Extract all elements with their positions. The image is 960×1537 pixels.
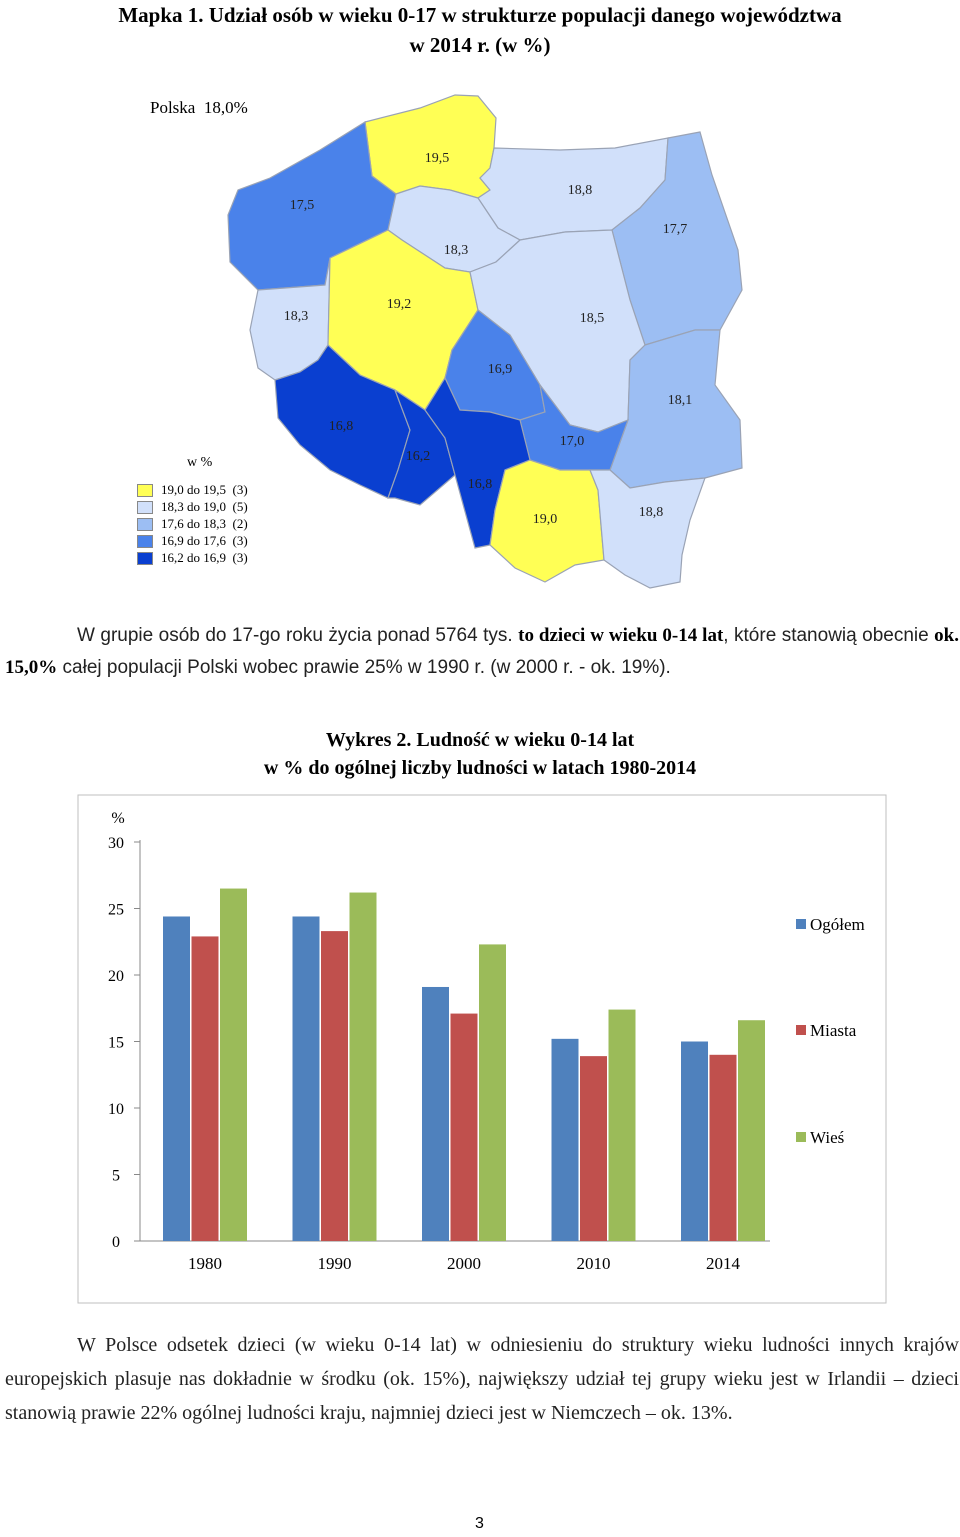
legend-swatch-wieś	[796, 1132, 806, 1142]
label-opolskie: 16,2	[406, 449, 431, 464]
y-tick-label: 25	[108, 902, 124, 919]
legend-range: 17,6 do 18,3	[161, 516, 226, 531]
x-tick-label: 2000	[447, 1254, 481, 1273]
legend-item: 16,9 do 17,6 (3)	[137, 533, 248, 549]
y-tick-label: 15	[108, 1035, 124, 1052]
legend-item: 17,6 do 18,3 (2)	[137, 516, 248, 532]
x-tick-label: 2010	[577, 1254, 611, 1273]
map-title-line1: Mapka 1. Udział osób w wieku 0-17 w stru…	[118, 3, 842, 27]
label-lubuskie: 18,3	[284, 309, 309, 324]
label-slaskie: 16,8	[468, 477, 493, 492]
legend-count: (3)	[232, 550, 248, 565]
legend-label: Ogółem	[810, 915, 865, 934]
legend-item: 19,0 do 19,5 (3)	[137, 482, 248, 498]
chart-bars	[163, 888, 765, 1241]
bar-wieś-1990	[349, 892, 377, 1241]
bar-miasta-1990	[321, 931, 348, 1241]
map-legend-title: w %	[187, 455, 213, 470]
legend-range: 16,9 do 17,6	[161, 533, 226, 548]
legend-swatch	[137, 517, 153, 531]
chart-title: Wykres 2. Ludność w wieku 0-14 lat w % d…	[0, 726, 960, 782]
legend-swatch	[137, 551, 153, 565]
y-tick-label: 10	[108, 1101, 124, 1118]
label-malopolskie: 19,0	[533, 512, 558, 527]
label-dolnoslaskie: 16,8	[329, 419, 354, 434]
chart-title-line1: Wykres 2. Ludność w wieku 0-14 lat	[325, 729, 635, 751]
label-podkarpackie: 18,8	[639, 505, 664, 520]
paragraph-bold: ok. 15,0%	[5, 625, 959, 678]
paragraph-text: , które stanowią obecnie	[723, 625, 935, 646]
polska-value: 18,0%	[203, 98, 248, 117]
legend-swatch-ogółem	[796, 919, 806, 929]
chart-frame	[77, 794, 887, 1304]
map-title: Mapka 1. Udział osób w wieku 0-17 w stru…	[0, 0, 960, 60]
chart-axes: % 0 5 10 15 20 25 30 1980 1990 2000 2010 2014	[108, 810, 770, 1273]
bar-ogółem-2010	[551, 1038, 579, 1241]
legend-range: 18,3 do 19,0	[161, 499, 226, 514]
region-podkarpackie	[589, 469, 706, 589]
y-axis-label: %	[111, 810, 124, 827]
label-lodzkie: 16,9	[488, 362, 513, 377]
label-zachodniopomorskie: 17,5	[290, 198, 315, 213]
bar-miasta-2000	[450, 1013, 478, 1241]
legend-swatch-miasta	[796, 1025, 806, 1035]
map-regions	[227, 94, 743, 589]
bar-wieś-1980	[220, 888, 247, 1241]
label-kujawsko-pomorskie: 18,3	[444, 243, 469, 258]
label-lubelskie: 18,1	[668, 393, 693, 408]
legend-swatch	[137, 534, 153, 548]
map-title-line2: w 2014 r. (w %)	[409, 33, 551, 57]
bar-wieś-2000	[479, 944, 506, 1241]
legend-range: 19,0 do 19,5	[161, 482, 226, 497]
paragraph-intro: W grupie osób do 17-go roku życia ponad …	[5, 620, 959, 684]
x-tick-label: 1980	[188, 1254, 222, 1273]
paragraph-text: całej populacji Polski wobec prawie 25% …	[57, 657, 671, 678]
bar-miasta-2014	[709, 1054, 737, 1241]
y-tick-label: 0	[112, 1234, 120, 1251]
label-swietokrzyskie: 17,0	[560, 434, 585, 449]
label-warminsko-mazurskie: 18,8	[568, 183, 593, 198]
page-number: 3	[475, 1515, 484, 1532]
paragraph-text: W grupie osób do 17-go roku życia ponad …	[77, 625, 519, 646]
bar-ogółem-2014	[681, 1041, 708, 1241]
bar-miasta-2010	[580, 1056, 607, 1241]
legend-count: (3)	[232, 482, 248, 497]
bar-chart: % 0 5 10 15 20 25 30 1980 1990 2000 2010 2014 Ogółem…	[77, 794, 887, 1304]
bar-wieś-2010	[608, 1009, 636, 1241]
chart-legend: Ogółem Miasta Wieś	[796, 915, 865, 1147]
bar-miasta-1980	[191, 936, 219, 1241]
legend-swatch	[137, 500, 153, 514]
y-tick-label: 5	[112, 1168, 120, 1185]
legend-label: Miasta	[810, 1021, 857, 1040]
paragraph-bold: to dzieci w wieku 0-14 lat	[518, 625, 724, 646]
x-tick-label: 1990	[318, 1254, 352, 1273]
bar-ogółem-2000	[422, 986, 449, 1241]
legend-item: 18,3 do 19,0 (5)	[137, 499, 248, 515]
bar-wieś-2014	[738, 1020, 765, 1241]
paragraph-europe: W Polsce odsetek dzieci (w wieku 0-14 la…	[5, 1334, 959, 1424]
y-tick-label: 20	[108, 968, 124, 985]
bar-ogółem-1980	[163, 916, 190, 1241]
region-pomorskie	[364, 94, 497, 199]
legend-item: 16,2 do 16,9 (3)	[137, 550, 248, 566]
x-tick-label: 2014	[706, 1254, 741, 1273]
legend-count: (3)	[232, 533, 248, 548]
label-podlaskie: 17,7	[663, 222, 688, 237]
region-malopolskie	[489, 459, 605, 583]
legend-range: 16,2 do 16,9	[161, 550, 226, 565]
chart-title-line2: w % do ogólnej liczby ludności w latach …	[263, 757, 697, 779]
legend-swatch	[137, 483, 153, 497]
label-pomorskie: 19,5	[425, 151, 450, 166]
poland-map: 19,5 17,5 18,8 17,7 18,3 18,3 19,2 18,5 …	[227, 94, 743, 589]
y-tick-label: 30	[108, 835, 124, 852]
polska-average: Polska 18,0%	[150, 98, 248, 118]
bar-ogółem-1990	[292, 916, 320, 1241]
map-labels: 19,5 17,5 18,8 17,7 18,3 18,3 19,2 18,5 …	[284, 151, 693, 527]
legend-count: (2)	[232, 516, 248, 531]
label-wielkopolskie: 19,2	[387, 297, 412, 312]
legend-label: Wieś	[810, 1128, 844, 1147]
label-mazowieckie: 18,5	[580, 311, 605, 326]
polska-label: Polska	[150, 98, 196, 117]
legend-count: (5)	[232, 499, 248, 514]
